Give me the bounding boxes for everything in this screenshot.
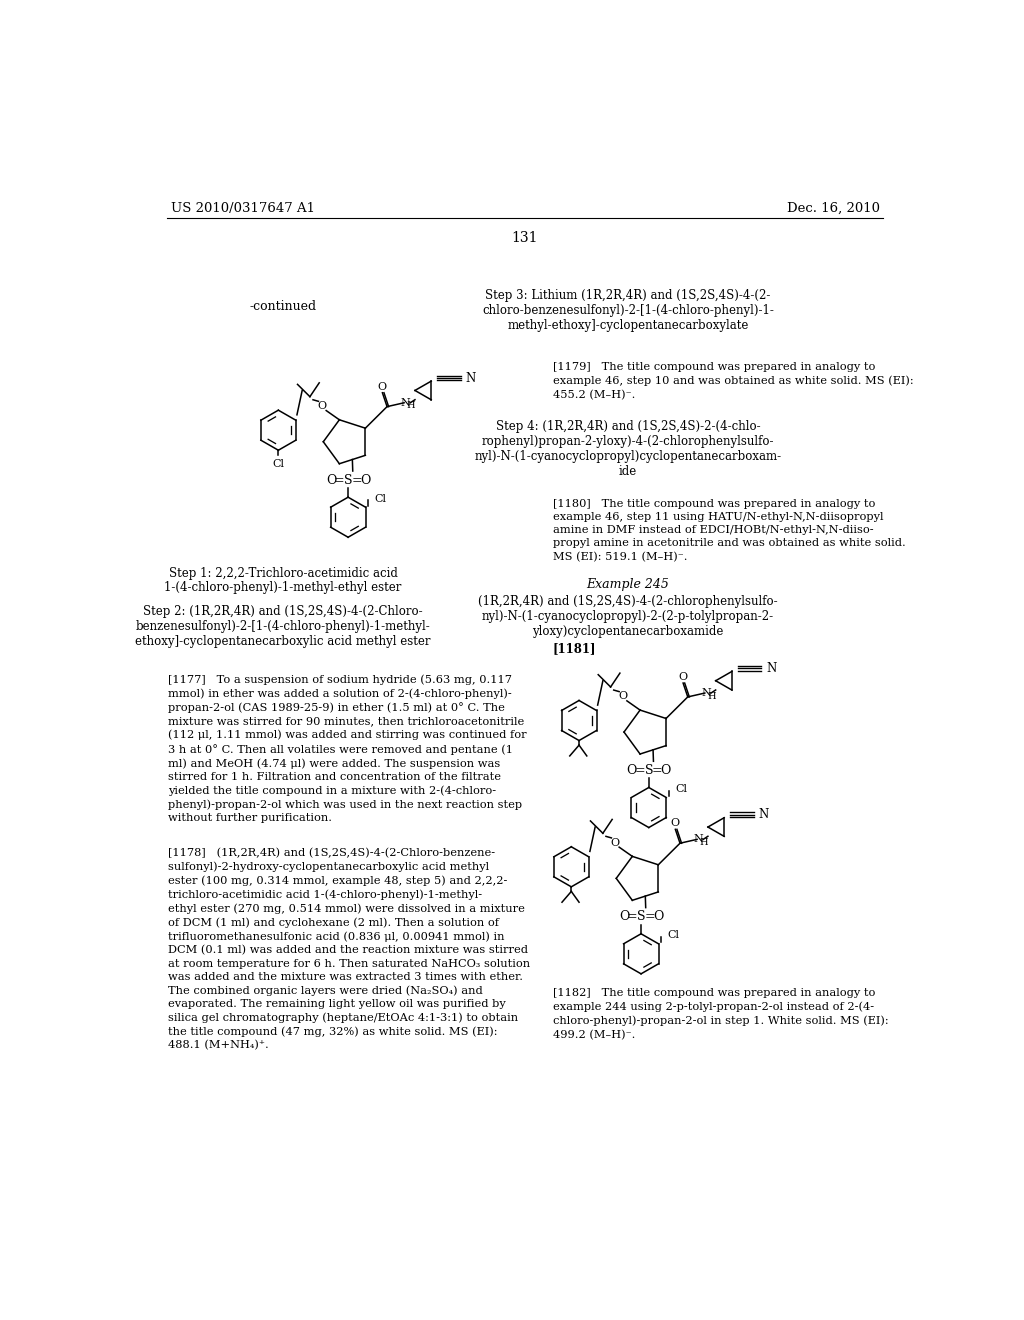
- Text: O: O: [326, 474, 336, 487]
- Text: Cl: Cl: [272, 459, 285, 469]
- Text: H: H: [407, 401, 416, 411]
- Text: O: O: [618, 911, 629, 924]
- Text: H: H: [708, 692, 716, 701]
- Text: [1177]   To a suspension of sodium hydride (5.63 mg, 0.117
mmol) in ether was ad: [1177] To a suspension of sodium hydride…: [168, 675, 527, 824]
- Text: =: =: [351, 474, 361, 487]
- Text: N: N: [759, 808, 769, 821]
- Text: S: S: [644, 764, 653, 777]
- Text: O: O: [660, 764, 671, 777]
- Text: O: O: [679, 672, 688, 682]
- Text: =: =: [644, 911, 655, 924]
- Text: Step 3: Lithium (1R,2R,4R) and (1S,2S,4S)-4-(2-
chloro-benzenesulfonyl)-2-[1-(4-: Step 3: Lithium (1R,2R,4R) and (1S,2S,4S…: [482, 289, 774, 333]
- Text: N: N: [400, 397, 411, 408]
- Text: US 2010/0317647 A1: US 2010/0317647 A1: [171, 202, 314, 215]
- Text: 131: 131: [512, 231, 538, 244]
- Text: Step 4: (1R,2R,4R) and (1S,2S,4S)-2-(4-chlo-
rophenyl)propan-2-yloxy)-4-(2-chlor: Step 4: (1R,2R,4R) and (1S,2S,4S)-2-(4-c…: [474, 420, 781, 478]
- Text: [1178]   (1R,2R,4R) and (1S,2S,4S)-4-(2-Chloro-benzene-
sulfonyl)-2-hydroxy-cycl: [1178] (1R,2R,4R) and (1S,2S,4S)-4-(2-Ch…: [168, 847, 530, 1051]
- Text: S: S: [344, 474, 352, 487]
- Text: S: S: [637, 911, 645, 924]
- Text: =: =: [627, 911, 637, 924]
- Text: O: O: [627, 764, 637, 777]
- Text: O: O: [610, 837, 620, 847]
- Text: Example 245: Example 245: [587, 578, 670, 591]
- Text: =: =: [334, 474, 344, 487]
- Text: O: O: [317, 401, 327, 411]
- Text: N: N: [693, 834, 703, 845]
- Text: O: O: [360, 474, 371, 487]
- Text: Cl: Cl: [675, 784, 687, 795]
- Text: [1181]: [1181]: [553, 642, 596, 655]
- Text: Cl: Cl: [375, 494, 386, 504]
- Text: [1182]   The title compound was prepared in analogy to
example 244 using 2-p-tol: [1182] The title compound was prepared i…: [553, 989, 889, 1040]
- Text: O: O: [671, 818, 680, 828]
- Text: [1180]   The title compound was prepared in analogy to
example 46, step 11 using: [1180] The title compound was prepared i…: [553, 499, 905, 562]
- Text: =: =: [634, 764, 645, 777]
- Text: O: O: [653, 911, 664, 924]
- Text: -continued: -continued: [250, 300, 316, 313]
- Text: Step 1: 2,2,2-Trichloro-acetimidic acid
1-(4-chloro-phenyl)-1-methyl-ethyl ester: Step 1: 2,2,2-Trichloro-acetimidic acid …: [164, 566, 401, 594]
- Text: Dec. 16, 2010: Dec. 16, 2010: [786, 202, 880, 215]
- Text: O: O: [618, 692, 628, 701]
- Text: Cl: Cl: [668, 931, 679, 940]
- Text: H: H: [699, 838, 709, 847]
- Text: N: N: [766, 661, 776, 675]
- Text: =: =: [652, 764, 663, 777]
- Text: Step 2: (1R,2R,4R) and (1S,2S,4S)-4-(2-Chloro-
benzenesulfonyl)-2-[1-(4-chloro-p: Step 2: (1R,2R,4R) and (1S,2S,4S)-4-(2-C…: [135, 605, 431, 648]
- Text: (1R,2R,4R) and (1S,2S,4S)-4-(2-chlorophenylsulfo-
nyl)-N-(1-cyanocyclopropyl)-2-: (1R,2R,4R) and (1S,2S,4S)-4-(2-chlorophe…: [478, 595, 777, 638]
- Text: N: N: [701, 688, 712, 698]
- Text: N: N: [465, 371, 475, 384]
- Text: O: O: [378, 381, 387, 392]
- Text: [1179]   The title compound was prepared in analogy to
example 46, step 10 and w: [1179] The title compound was prepared i…: [553, 363, 913, 400]
